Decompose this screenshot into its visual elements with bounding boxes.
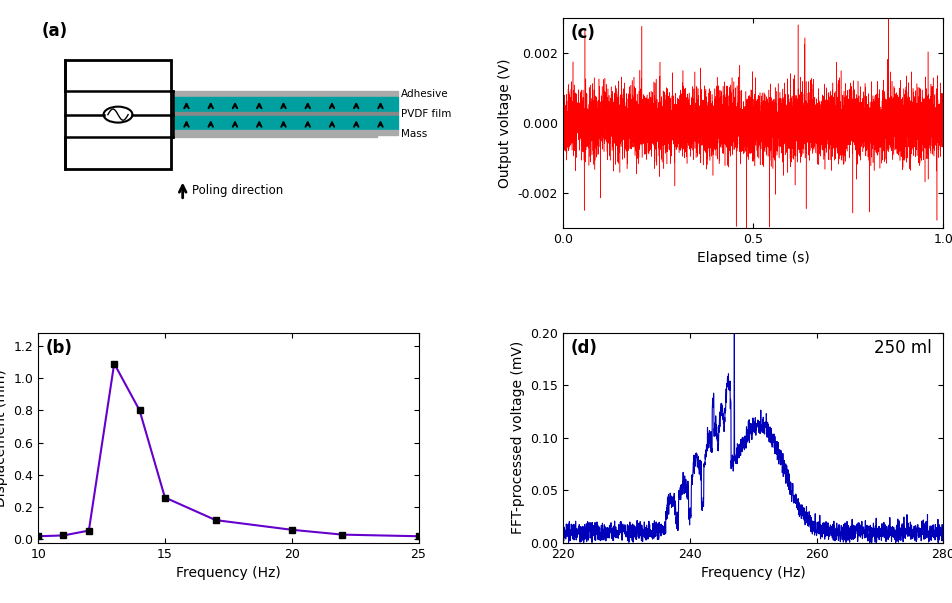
Bar: [173, 112, 397, 116]
Bar: [376, 130, 397, 134]
X-axis label: Frequency (Hz): Frequency (Hz): [176, 566, 281, 580]
Text: (d): (d): [570, 339, 597, 357]
Y-axis label: Output voltage (V): Output voltage (V): [498, 58, 512, 188]
Text: 250 ml: 250 ml: [873, 339, 931, 357]
Text: (b): (b): [46, 339, 72, 357]
Y-axis label: Displacement (mm): Displacement (mm): [0, 369, 8, 507]
Text: Adhesive: Adhesive: [400, 89, 447, 99]
Bar: [173, 91, 397, 97]
Bar: [173, 130, 376, 137]
Text: (c): (c): [570, 24, 595, 42]
Bar: [173, 116, 397, 130]
Bar: [173, 97, 397, 112]
X-axis label: Frequency (Hz): Frequency (Hz): [700, 566, 804, 580]
Text: PVDF film: PVDF film: [400, 109, 450, 119]
Text: Mass: Mass: [400, 128, 426, 139]
X-axis label: Elapsed time (s): Elapsed time (s): [696, 251, 809, 265]
Text: Poling direction: Poling direction: [192, 184, 283, 197]
Y-axis label: FFT-processed voltage (mV): FFT-processed voltage (mV): [510, 341, 525, 534]
Text: (a): (a): [42, 22, 68, 40]
